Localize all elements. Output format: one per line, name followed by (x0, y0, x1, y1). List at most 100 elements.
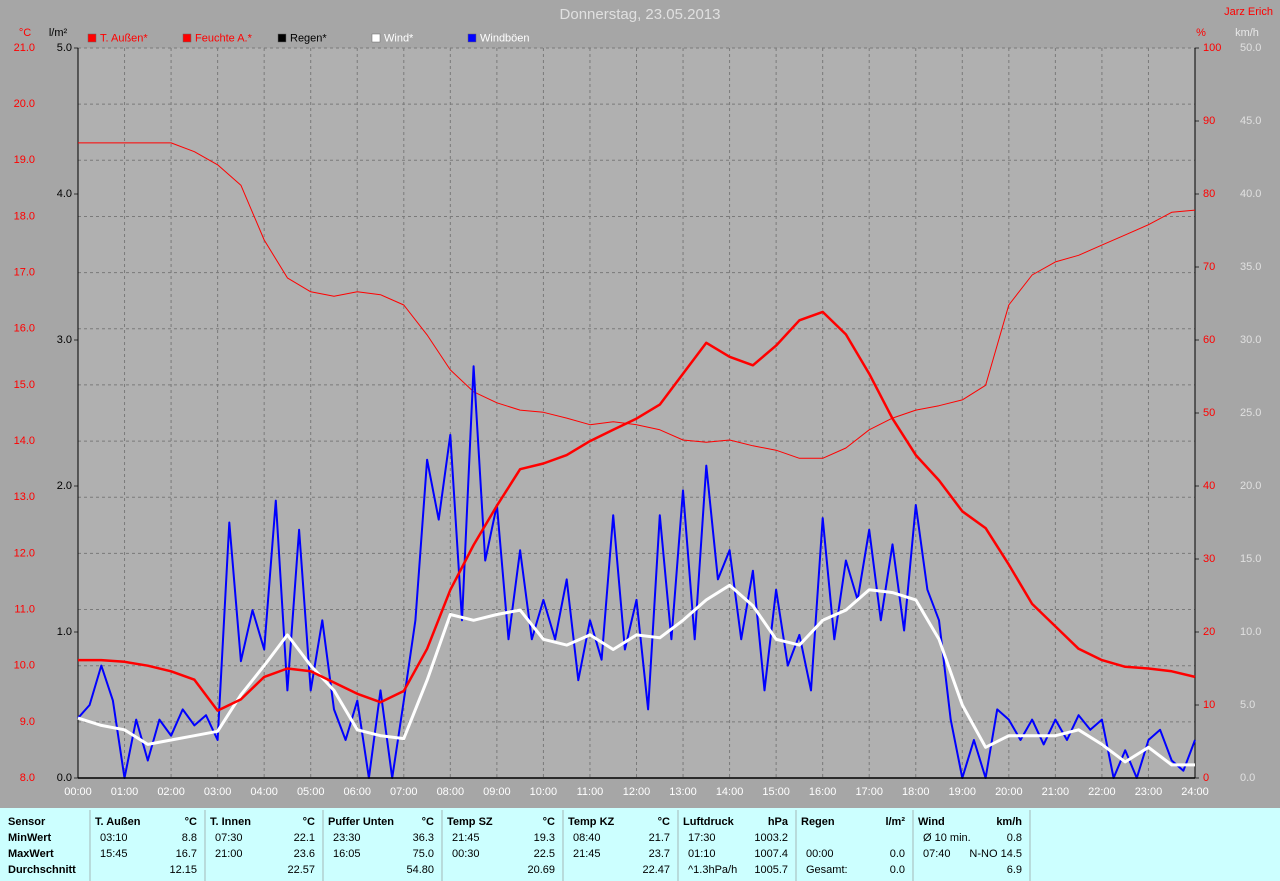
table-cell: 15:45 (100, 848, 128, 860)
table-header: Puffer Unten (328, 816, 394, 828)
y3-tick-label: 15.0 (1240, 553, 1261, 565)
legend-swatch (467, 33, 477, 43)
y2-tick-label: 90 (1203, 115, 1215, 127)
x-tick-label: 21:00 (1042, 786, 1070, 798)
table-cell: 22.5 (534, 848, 555, 860)
table-cell: 1005.7 (754, 864, 788, 876)
y4-tick-label: 0.0 (57, 772, 72, 784)
table-cell: 23:30 (333, 832, 361, 844)
table-cell: 07:40 (923, 848, 951, 860)
table-cell: 00:00 (806, 848, 834, 860)
y-tick-label: 8.0 (20, 772, 35, 784)
table-cell: 01:10 (688, 848, 716, 860)
y-tick-label: 18.0 (14, 210, 35, 222)
y-tick-label: 20.0 (14, 98, 35, 110)
table-row-label: MaxWert (8, 848, 54, 860)
table-cell: 21:45 (452, 832, 480, 844)
x-tick-label: 01:00 (111, 786, 139, 798)
y-tick-label: 11.0 (14, 603, 35, 615)
x-tick-label: 15:00 (762, 786, 790, 798)
y3-tick-label: 50.0 (1240, 42, 1261, 54)
table-cell: 00:30 (452, 848, 480, 860)
y2-tick-label: 40 (1203, 480, 1215, 492)
x-tick-label: 04:00 (250, 786, 278, 798)
table-cell: 1007.4 (754, 848, 788, 860)
table-cell: 22.57 (287, 864, 315, 876)
table-unit: °C (543, 816, 555, 828)
table-cell: 22.47 (642, 864, 670, 876)
y-tick-label: 17.0 (14, 267, 35, 279)
x-tick-label: 13:00 (669, 786, 697, 798)
table-unit: °C (185, 816, 197, 828)
table-cell: 19.3 (534, 832, 555, 844)
x-tick-label: 24:00 (1181, 786, 1209, 798)
y4-tick-label: 1.0 (57, 626, 72, 638)
table-cell: 36.3 (413, 832, 434, 844)
y4-tick-label: 4.0 (57, 188, 72, 200)
table-unit: °C (658, 816, 670, 828)
y-tick-label: 13.0 (14, 491, 35, 503)
table-cell: 23.7 (649, 848, 670, 860)
table-cell: 6.9 (1007, 864, 1022, 876)
legend-label: Wind* (384, 32, 414, 44)
table-cell: 22.1 (294, 832, 315, 844)
y-tick-label: 9.0 (20, 716, 35, 728)
legend-swatch (371, 33, 381, 43)
x-tick-label: 19:00 (949, 786, 977, 798)
legend-swatch (277, 33, 287, 43)
table-cell: Ø 10 min. (923, 832, 971, 844)
table-unit: °C (422, 816, 434, 828)
y2-tick-label: 30 (1203, 553, 1215, 565)
table-cell: 08:40 (573, 832, 601, 844)
x-tick-label: 16:00 (809, 786, 837, 798)
table-cell: 0.0 (890, 848, 905, 860)
table-cell: 17:30 (688, 832, 716, 844)
table-cell: 23.6 (294, 848, 315, 860)
legend-label: Feuchte A.* (195, 32, 253, 44)
x-tick-label: 07:00 (390, 786, 418, 798)
x-tick-label: 02:00 (157, 786, 185, 798)
y-tick-label: 14.0 (14, 435, 35, 447)
table-cell: ^1.3hPa/h (688, 864, 737, 876)
y2-tick-label: 20 (1203, 626, 1215, 638)
table-cell: 0.8 (1007, 832, 1022, 844)
y4-tick-label: 3.0 (57, 334, 72, 346)
y3-axis-unit: km/h (1235, 27, 1259, 39)
y-tick-label: 16.0 (14, 323, 35, 335)
y-tick-label: 10.0 (14, 660, 35, 672)
y3-tick-label: 45.0 (1240, 115, 1261, 127)
legend-label: Regen* (290, 32, 327, 44)
series-line (78, 310, 1196, 712)
table-unit: hPa (768, 816, 789, 828)
table-cell: 07:30 (215, 832, 243, 844)
y3-tick-label: 35.0 (1240, 261, 1261, 273)
y-tick-label: 12.0 (14, 547, 35, 559)
x-tick-label: 23:00 (1135, 786, 1163, 798)
y-axis-unit: °C (19, 27, 31, 39)
y3-tick-label: 0.0 (1240, 772, 1255, 784)
table-cell: 1003.2 (754, 832, 788, 844)
y-tick-label: 15.0 (14, 379, 35, 391)
y3-tick-label: 40.0 (1240, 188, 1261, 200)
y2-tick-label: 80 (1203, 188, 1215, 200)
table-unit: km/h (996, 816, 1022, 828)
table-header: Temp SZ (447, 816, 493, 828)
y2-tick-label: 50 (1203, 407, 1215, 419)
author: Jarz Erich (1224, 6, 1273, 18)
table-cell: 16.7 (176, 848, 197, 860)
stats-panel (0, 808, 1280, 881)
y4-axis-unit: l/m² (49, 27, 68, 39)
table-cell: 21.7 (649, 832, 670, 844)
y-tick-label: 19.0 (14, 154, 35, 166)
chart-title: Donnerstag, 23.05.2013 (560, 6, 721, 23)
table-header: Temp KZ (568, 816, 615, 828)
table-header: Wind (918, 816, 945, 828)
x-tick-label: 11:00 (577, 786, 604, 798)
y3-tick-label: 20.0 (1240, 480, 1261, 492)
x-tick-label: 03:00 (204, 786, 232, 798)
legend-swatch (182, 33, 192, 43)
table-header: T. Innen (210, 816, 251, 828)
table-cell: 21:45 (573, 848, 601, 860)
table-cell: 03:10 (100, 832, 128, 844)
